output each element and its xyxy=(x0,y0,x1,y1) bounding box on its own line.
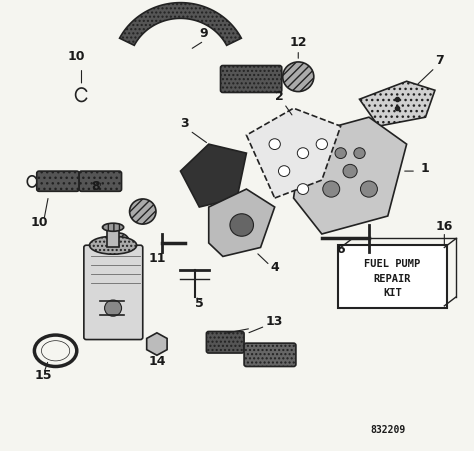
Text: 6: 6 xyxy=(337,243,345,255)
Polygon shape xyxy=(146,333,167,355)
Circle shape xyxy=(129,199,156,225)
Circle shape xyxy=(316,139,328,150)
Circle shape xyxy=(278,166,290,177)
Text: 5: 5 xyxy=(195,296,204,309)
Text: 10: 10 xyxy=(68,50,85,63)
FancyBboxPatch shape xyxy=(84,246,143,340)
Text: 12: 12 xyxy=(290,36,307,49)
Circle shape xyxy=(323,182,340,198)
Text: 7: 7 xyxy=(435,54,444,67)
Text: 1: 1 xyxy=(421,162,429,175)
FancyBboxPatch shape xyxy=(244,343,296,367)
Ellipse shape xyxy=(41,341,70,361)
Ellipse shape xyxy=(90,237,137,255)
Text: 8: 8 xyxy=(91,179,100,193)
Polygon shape xyxy=(119,4,241,46)
Text: 15: 15 xyxy=(35,368,53,381)
Text: 13: 13 xyxy=(266,314,283,327)
Text: 16: 16 xyxy=(436,220,453,233)
FancyBboxPatch shape xyxy=(338,246,447,308)
FancyBboxPatch shape xyxy=(79,172,121,192)
Text: 10: 10 xyxy=(30,216,48,229)
Circle shape xyxy=(335,148,346,159)
Polygon shape xyxy=(293,118,407,235)
Circle shape xyxy=(105,300,121,317)
Polygon shape xyxy=(359,82,435,127)
Polygon shape xyxy=(209,189,275,257)
FancyBboxPatch shape xyxy=(206,332,244,353)
Circle shape xyxy=(230,214,254,237)
Circle shape xyxy=(360,182,377,198)
Polygon shape xyxy=(181,145,246,207)
Circle shape xyxy=(354,148,365,159)
Text: 14: 14 xyxy=(148,354,165,368)
Text: 4: 4 xyxy=(270,260,279,273)
Circle shape xyxy=(269,139,280,150)
Text: FUEL PUMP: FUEL PUMP xyxy=(365,258,420,269)
Text: REPAIR: REPAIR xyxy=(374,273,411,283)
Text: KIT: KIT xyxy=(383,287,402,297)
Text: 9: 9 xyxy=(199,27,208,40)
Circle shape xyxy=(343,165,357,179)
Text: 2: 2 xyxy=(275,90,283,103)
FancyBboxPatch shape xyxy=(36,172,79,192)
Circle shape xyxy=(297,148,309,159)
Bar xyxy=(108,228,119,248)
Text: 11: 11 xyxy=(148,251,165,264)
Circle shape xyxy=(109,234,129,253)
Text: 832209: 832209 xyxy=(370,423,405,434)
Circle shape xyxy=(316,157,328,168)
FancyBboxPatch shape xyxy=(220,66,282,93)
Text: 3: 3 xyxy=(181,117,189,130)
Circle shape xyxy=(297,184,309,195)
Ellipse shape xyxy=(102,224,124,232)
Circle shape xyxy=(283,63,314,92)
Polygon shape xyxy=(246,109,341,198)
